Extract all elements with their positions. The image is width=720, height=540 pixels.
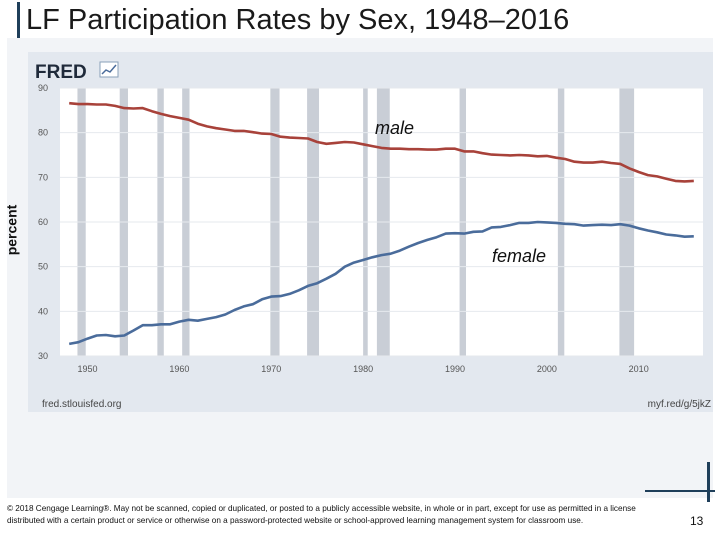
x-tick-1980: 1980 bbox=[353, 364, 373, 374]
x-tick-1970: 1970 bbox=[261, 364, 281, 374]
y-tick-labels: 30 40 50 60 70 80 90 bbox=[38, 83, 48, 361]
fred-logo-text: FRED bbox=[35, 62, 87, 83]
female-series-line bbox=[68, 220, 694, 346]
x-tick-labels: 1950 1960 1970 1980 1990 2000 2010 bbox=[78, 364, 649, 374]
fred-logo: FRED bbox=[35, 61, 119, 83]
x-tick-1960: 1960 bbox=[169, 364, 189, 374]
y-tick-40: 40 bbox=[38, 306, 48, 316]
male-series-line bbox=[69, 101, 694, 183]
male-series-label: male bbox=[375, 118, 414, 138]
page-number: 13 bbox=[690, 514, 704, 528]
female-series-label: female bbox=[492, 246, 546, 266]
grid-lines bbox=[60, 87, 703, 357]
slide-title: LF Participation Rates by Sex, 1948–2016 bbox=[26, 4, 570, 36]
x-tick-1950: 1950 bbox=[78, 364, 98, 374]
fred-source-link[interactable]: fred.stlouisfed.org bbox=[42, 399, 122, 410]
title-accent-bar bbox=[17, 2, 20, 50]
copyright-footer: © 2018 Cengage Learning®. May not be sca… bbox=[7, 504, 636, 525]
x-tick-2000: 2000 bbox=[537, 364, 557, 374]
corner-accent-bar bbox=[707, 462, 710, 502]
x-tick-1990: 1990 bbox=[445, 364, 465, 374]
y-tick-90: 90 bbox=[38, 83, 48, 93]
y-tick-80: 80 bbox=[38, 128, 48, 138]
fred-logo-chart-icon-line bbox=[101, 64, 117, 75]
corner-accent-line bbox=[645, 490, 715, 492]
series-lines bbox=[68, 101, 694, 346]
y-axis-label: percent bbox=[3, 204, 20, 256]
y-tick-50: 50 bbox=[38, 262, 48, 272]
x-tick-2010: 2010 bbox=[629, 364, 649, 374]
fred-logo-chart-icon bbox=[99, 61, 119, 78]
y-tick-30: 30 bbox=[38, 351, 48, 361]
y-tick-60: 60 bbox=[38, 217, 48, 227]
fred-short-url[interactable]: myf.red/g/5jkZ bbox=[648, 399, 711, 410]
y-tick-70: 70 bbox=[38, 172, 48, 182]
